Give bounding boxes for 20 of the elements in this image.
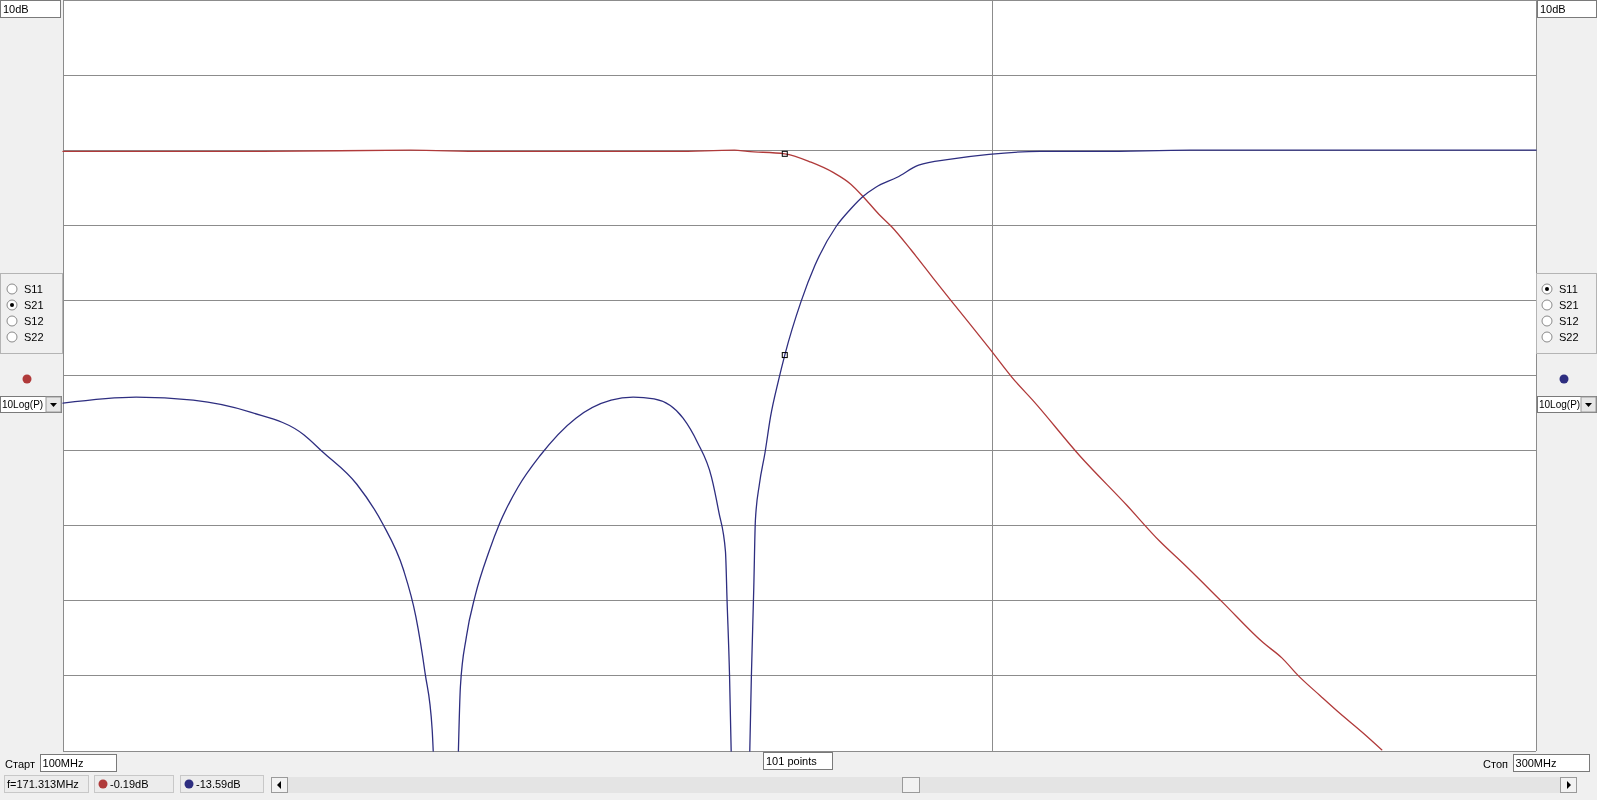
text: -13.59dB bbox=[196, 778, 241, 790]
x-tick-label: 300MHz bbox=[1515, 757, 1557, 769]
text: Старт bbox=[5, 758, 35, 770]
text: S11 bbox=[1559, 283, 1578, 295]
text: S12 bbox=[24, 315, 44, 327]
text: S22 bbox=[24, 331, 44, 343]
text: S21 bbox=[24, 299, 44, 311]
text: S11 bbox=[24, 283, 43, 295]
x-tick-label: 100MHz bbox=[42, 757, 84, 769]
text: 10Log(P) bbox=[1539, 399, 1581, 410]
text: 10Log(P) bbox=[2, 399, 44, 410]
text: Стоп bbox=[1483, 758, 1509, 770]
text: 101 points bbox=[766, 755, 818, 767]
text: 10dB bbox=[1540, 3, 1566, 15]
text: S12 bbox=[1559, 315, 1579, 327]
text: 10dB bbox=[3, 3, 29, 15]
text: -0.19dB bbox=[110, 778, 149, 790]
text: S21 bbox=[1559, 299, 1579, 311]
text: f=171.313MHz bbox=[7, 778, 79, 790]
text: S22 bbox=[1559, 331, 1579, 343]
